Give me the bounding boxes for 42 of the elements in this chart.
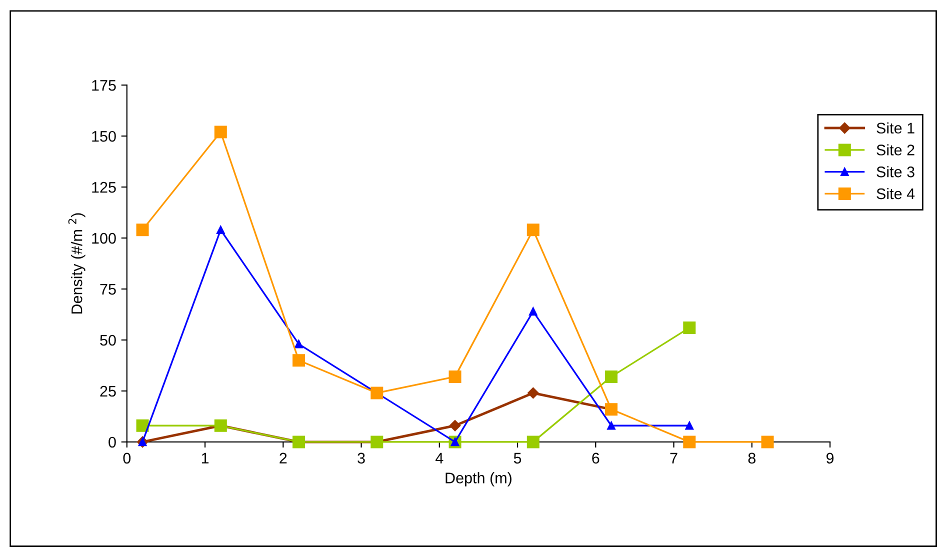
point	[292, 354, 306, 367]
point	[214, 126, 227, 138]
legend-label: Site 1	[876, 122, 914, 134]
x-tick-label: 3	[358, 452, 365, 464]
legend-label: Site 2	[876, 144, 914, 156]
point	[448, 370, 462, 383]
point	[526, 224, 540, 236]
point	[216, 226, 225, 234]
y-tick-label: 75	[100, 284, 116, 295]
x-axis-title: Depth (m)	[446, 472, 512, 486]
y-tick-label: 175	[92, 80, 116, 91]
y-tick-label: 25	[100, 386, 116, 397]
x-tick-label: 7	[670, 452, 678, 464]
x-tick-label: 4	[436, 452, 444, 464]
y-tick-label: 50	[100, 334, 116, 346]
point	[683, 322, 696, 334]
point	[136, 224, 149, 236]
point	[761, 436, 774, 448]
x-tick-label: 5	[514, 452, 522, 464]
point	[294, 340, 303, 348]
x-tick-label: 0	[123, 452, 131, 464]
y-tick-label: 125	[92, 182, 116, 193]
legend-label: Site 4	[876, 188, 915, 200]
y-tick-label: 100	[92, 232, 116, 244]
legend-label: Site 3	[876, 166, 914, 178]
x-tick-label: 9	[826, 452, 834, 464]
x-tick-label: 2	[280, 452, 287, 464]
x-tick-label: 1	[202, 452, 209, 464]
point	[685, 421, 694, 430]
point	[528, 307, 538, 316]
point	[605, 370, 618, 383]
y-axis-title: Density (#/m $^{2}$)	[68, 213, 86, 314]
point	[607, 421, 616, 430]
x-tick-label: 8	[748, 452, 756, 464]
point	[526, 436, 540, 448]
point	[449, 420, 461, 432]
y-tick-label: 0	[108, 436, 116, 448]
y-tick-label: 150	[92, 130, 116, 142]
point	[136, 419, 149, 432]
point	[528, 387, 539, 399]
point	[683, 436, 696, 448]
x-tick-label: 6	[592, 452, 600, 464]
